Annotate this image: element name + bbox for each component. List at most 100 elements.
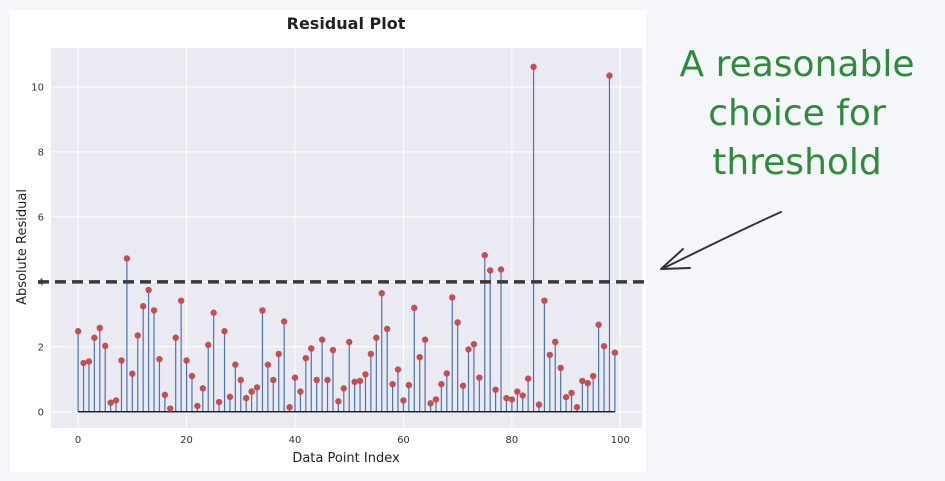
stem-marker xyxy=(302,354,310,362)
stem-marker xyxy=(508,396,516,403)
plot-background xyxy=(51,48,642,428)
stem-marker xyxy=(107,399,114,406)
stem-marker xyxy=(172,334,179,341)
stem-marker xyxy=(362,371,369,378)
stem-marker xyxy=(568,389,575,397)
stem-marker xyxy=(562,393,570,401)
stem-marker xyxy=(253,384,261,391)
stem-marker xyxy=(535,401,543,408)
stem-marker xyxy=(514,388,521,395)
stem-marker xyxy=(74,328,82,335)
stem-marker xyxy=(335,398,342,405)
stem-marker xyxy=(129,370,136,377)
stem-marker xyxy=(313,376,320,384)
stem-marker xyxy=(481,252,488,259)
stem-marker xyxy=(232,361,239,368)
stem-marker xyxy=(275,350,282,358)
x-tick-label: 0 xyxy=(75,435,81,446)
stem-marker xyxy=(167,405,174,412)
stem-marker xyxy=(470,341,478,348)
stem-marker xyxy=(552,338,559,346)
stem-marker xyxy=(530,63,537,71)
stem-marker xyxy=(139,303,147,310)
stem-marker xyxy=(373,334,380,341)
stem-marker xyxy=(145,286,152,294)
stem-marker xyxy=(259,307,266,314)
stem-marker xyxy=(297,388,304,395)
stem-marker xyxy=(270,376,277,384)
stem-marker xyxy=(378,290,385,297)
x-tick-label: 20 xyxy=(180,435,193,446)
stem-marker xyxy=(454,319,461,326)
x-axis-label: Data Point Index xyxy=(292,451,400,466)
stem-marker xyxy=(221,328,228,335)
stem-marker xyxy=(503,394,510,402)
stem-marker xyxy=(492,386,499,393)
stem-marker xyxy=(600,342,608,350)
stem-marker xyxy=(524,375,532,382)
chart-figure: Residual Plot 0 20 40 60 80 100 0 2 4 6 8 10 Data P… xyxy=(10,10,646,472)
stem-marker xyxy=(421,336,429,343)
stem-marker xyxy=(383,325,391,333)
stem-marker xyxy=(389,380,396,388)
stem-marker xyxy=(579,377,586,385)
stem-marker xyxy=(557,364,564,372)
stem-marker xyxy=(356,377,364,385)
stem-marker xyxy=(183,357,190,364)
stem-marker xyxy=(318,336,326,343)
stem-marker xyxy=(210,309,217,316)
stem-marker xyxy=(351,378,358,386)
stem-marker xyxy=(91,334,98,341)
stem-marker xyxy=(248,388,255,395)
stem-marker xyxy=(346,338,353,346)
x-tick-label: 80 xyxy=(506,435,519,446)
y-axis-label: Absolute Residual xyxy=(15,189,30,305)
stem-marker xyxy=(291,374,299,381)
stem-marker xyxy=(286,404,293,411)
stem-marker xyxy=(161,391,169,399)
x-tick-label: 60 xyxy=(397,435,410,446)
stem-marker xyxy=(177,297,185,304)
stem-marker xyxy=(449,294,456,301)
stem-marker xyxy=(80,359,87,367)
stem-marker xyxy=(427,400,434,407)
stem-marker xyxy=(519,392,526,399)
stem-marker xyxy=(486,267,494,274)
x-tick-label: 100 xyxy=(611,435,630,446)
stem-marker xyxy=(595,321,602,328)
stem-marker xyxy=(465,346,472,353)
stem-marker xyxy=(199,385,207,392)
stem-marker xyxy=(573,404,581,411)
stem-marker xyxy=(416,353,423,361)
stem-marker xyxy=(443,370,451,377)
stem-marker xyxy=(590,372,597,380)
stem-marker xyxy=(308,345,315,352)
stem-marker xyxy=(329,346,337,354)
stem-marker xyxy=(237,376,244,384)
stem-marker xyxy=(432,396,440,403)
stem-marker xyxy=(96,324,103,332)
stem-marker xyxy=(215,398,223,406)
stem-markers xyxy=(74,63,619,412)
stem-marker xyxy=(205,341,212,349)
stem-marker xyxy=(280,318,288,325)
stem-marker xyxy=(497,266,505,273)
stem-marker xyxy=(476,374,483,381)
stem-marker xyxy=(367,350,375,358)
stem-marker xyxy=(156,355,163,363)
stem-marker xyxy=(112,397,120,404)
stem-marker xyxy=(118,357,125,364)
stem-marker xyxy=(611,349,619,356)
stem-marker xyxy=(242,394,250,402)
y-tick-label: 6 xyxy=(38,212,44,223)
stem-marker xyxy=(405,381,413,389)
stem-marker xyxy=(400,397,407,404)
y-tick-label: 4 xyxy=(38,277,44,288)
y-tick-label: 2 xyxy=(38,342,44,353)
stem-marker xyxy=(546,351,554,359)
stem-marker xyxy=(85,358,93,365)
y-tick-label: 10 xyxy=(31,82,44,93)
y-tick-label: 0 xyxy=(38,407,44,418)
stems xyxy=(77,66,616,412)
stem-marker xyxy=(324,376,331,384)
